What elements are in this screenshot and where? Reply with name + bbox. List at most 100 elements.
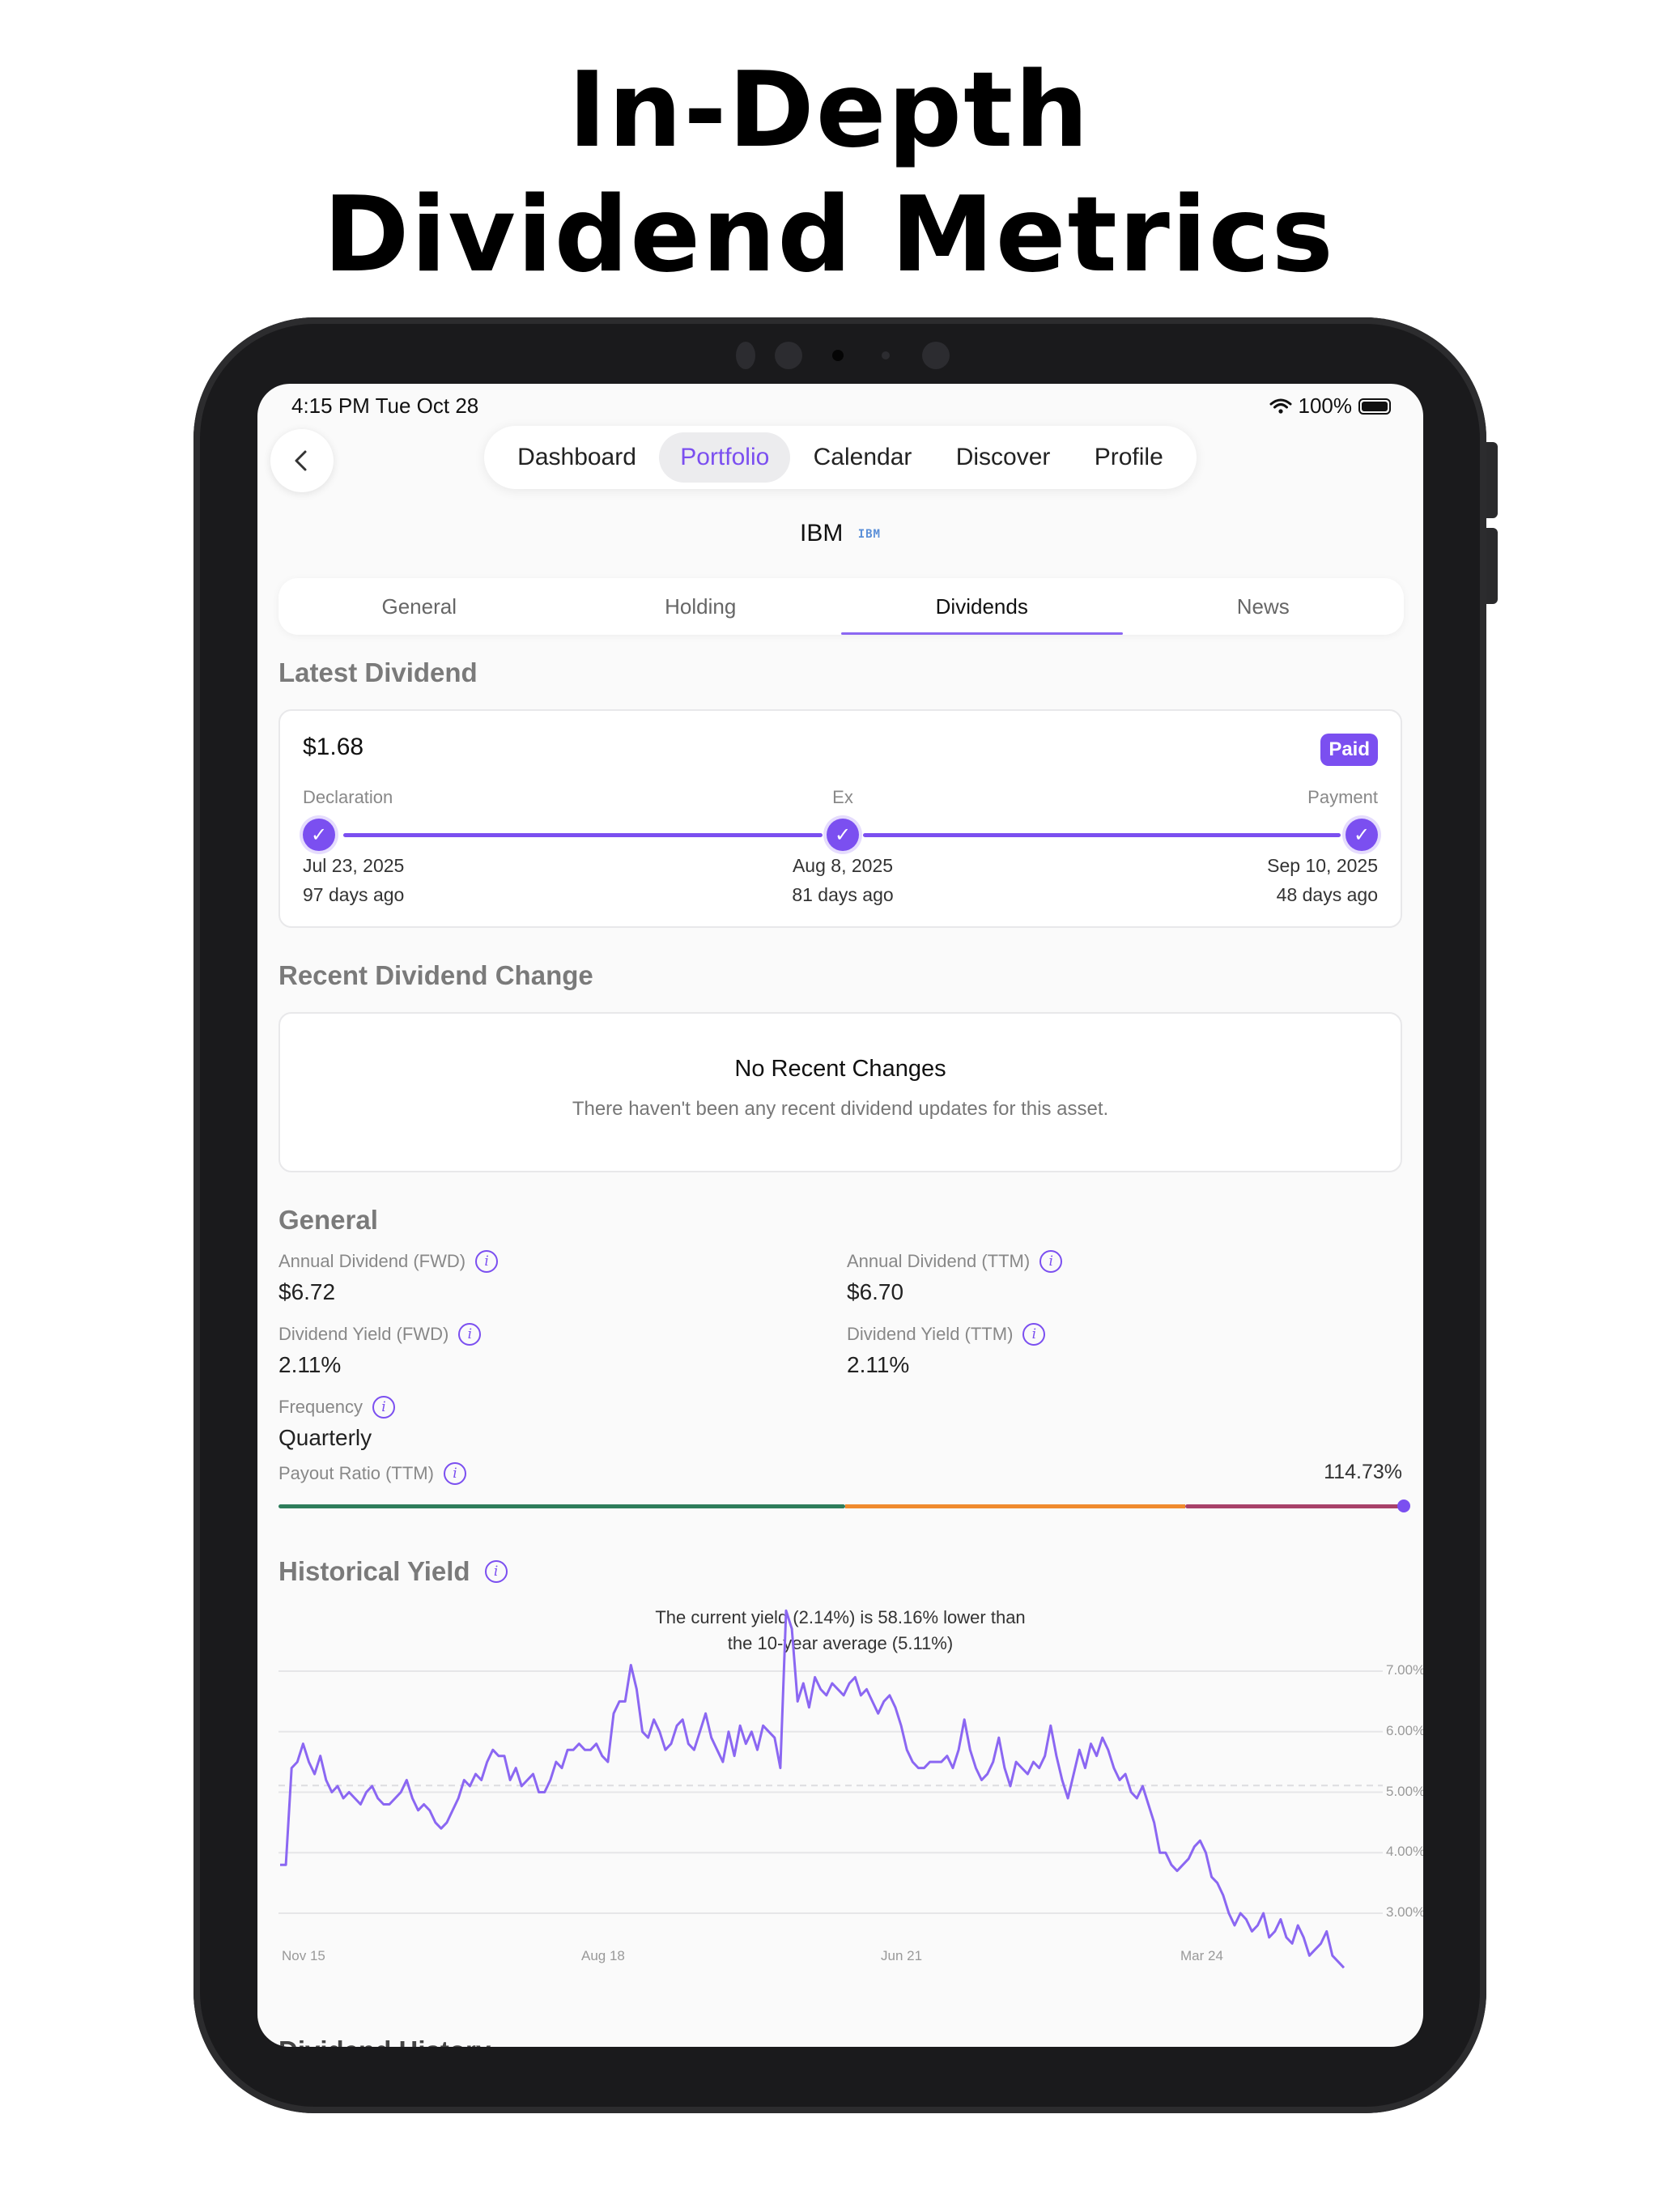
frequency-label-text: Frequency <box>278 1397 363 1417</box>
volume-up-button <box>1486 442 1498 518</box>
x-tick-label: Mar 24 <box>1180 1948 1223 1963</box>
recent-change-card: No Recent Changes There haven't been any… <box>278 1012 1402 1172</box>
ex-check-icon: ✓ <box>827 819 859 851</box>
yield-series-line <box>280 1609 1346 1969</box>
volume-down-button <box>1486 528 1498 604</box>
y-tick-label: 4.00% <box>1386 1844 1423 1860</box>
payment-check-icon: ✓ <box>1346 819 1378 851</box>
payment-label: Payment <box>1307 787 1378 807</box>
yield-ttm-label-text: Dividend Yield (TTM) <box>847 1324 1014 1344</box>
yield-ttm-label: Dividend Yield (TTM) i <box>847 1323 1046 1346</box>
payout-ratio-marker <box>1397 1499 1410 1512</box>
info-icon[interactable]: i <box>1022 1323 1046 1346</box>
promo-headline: In-Depth Dividend Metrics <box>0 49 1658 298</box>
ex-date: Aug 8, 2025 <box>792 855 894 876</box>
info-icon[interactable]: i <box>1039 1250 1063 1273</box>
camera-lens <box>832 350 844 361</box>
info-icon[interactable]: i <box>458 1323 482 1346</box>
declaration-label: Declaration <box>303 787 393 807</box>
ibm-logo: IBM <box>857 528 881 542</box>
yield-ttm-value: 2.11% <box>847 1352 910 1377</box>
camera-sensor <box>775 342 802 369</box>
annual-fwd-label: Annual Dividend (FWD) i <box>278 1250 499 1273</box>
yield-fwd-value: 2.11% <box>278 1352 342 1377</box>
payout-value: 114.73% <box>1324 1461 1402 1483</box>
annual-fwd-value: $6.72 <box>278 1279 336 1304</box>
battery-percent: 100% <box>1298 393 1353 418</box>
general-title: General <box>278 1205 378 1235</box>
battery-icon <box>1358 398 1391 415</box>
historical-yield-title: Historical Yield <box>278 1556 470 1586</box>
dividend-amount: $1.68 <box>303 734 364 760</box>
dividend-history-title: Dividend History <box>278 2035 491 2047</box>
asset-ticker: IBM <box>800 520 844 547</box>
payment-ago: 48 days ago <box>1276 884 1378 905</box>
camera-sensor <box>922 342 950 369</box>
tab-news[interactable]: News <box>1236 594 1290 619</box>
historical-yield-header: Historical Yield i <box>278 1556 508 1587</box>
info-icon[interactable]: i <box>372 1396 395 1419</box>
payout-bar-high <box>1185 1504 1404 1508</box>
payout-label-text: Payout Ratio (TTM) <box>278 1463 434 1483</box>
frequency-label: Frequency i <box>278 1396 395 1419</box>
info-icon[interactable]: i <box>484 1560 508 1583</box>
yield-caption-line2: the 10-year average (5.11%) <box>727 1633 954 1653</box>
annual-ttm-label-text: Annual Dividend (TTM) <box>847 1251 1031 1271</box>
y-tick-label: 5.00% <box>1386 1783 1423 1799</box>
annual-fwd-label-text: Annual Dividend (FWD) <box>278 1251 466 1271</box>
nav-discover[interactable]: Discover <box>955 444 1051 470</box>
historical-yield-chart <box>278 1609 1383 1969</box>
yield-fwd-label-text: Dividend Yield (FWD) <box>278 1324 449 1344</box>
latest-dividend-card: $1.68 Paid Declaration Ex Payment ✓ ✓ ✓ … <box>278 709 1402 928</box>
declaration-ago: 97 days ago <box>303 884 405 905</box>
y-tick-label: 6.00% <box>1386 1722 1423 1738</box>
camera-sensor <box>736 342 755 369</box>
annual-ttm-label: Annual Dividend (TTM) i <box>847 1250 1063 1273</box>
tab-general[interactable]: General <box>381 594 457 619</box>
declaration-date: Jul 23, 2025 <box>303 855 405 876</box>
timeline-segment <box>343 833 823 837</box>
info-icon[interactable]: i <box>475 1250 499 1273</box>
promo-headline-line2: Dividend Metrics <box>323 175 1335 296</box>
y-tick-label: 7.00% <box>1386 1662 1423 1678</box>
payout-bar-safe <box>278 1504 845 1508</box>
status-bar: 4:15 PM Tue Oct 28 100% <box>291 393 1391 426</box>
no-changes-text: There haven't been any recent dividend u… <box>572 1098 1109 1120</box>
info-icon[interactable]: i <box>443 1462 466 1485</box>
frequency-value: Quarterly <box>278 1425 372 1450</box>
ex-label: Ex <box>832 787 853 807</box>
back-button[interactable] <box>270 429 334 492</box>
chevron-left-icon <box>295 450 307 471</box>
yield-caption-line1: The current yield (2.14%) is 58.16% lowe… <box>655 1607 1026 1627</box>
promo-headline-line1: In-Depth <box>568 50 1090 171</box>
payout-bar-moderate <box>845 1504 1185 1508</box>
nav-profile[interactable]: Profile <box>1094 444 1163 470</box>
x-tick-label: Nov 15 <box>282 1948 325 1963</box>
tab-dividends[interactable]: Dividends <box>841 578 1123 635</box>
recent-change-title: Recent Dividend Change <box>278 960 593 990</box>
asset-header: IBM IBM <box>257 520 1423 547</box>
payment-date: Sep 10, 2025 <box>1267 855 1378 876</box>
x-tick-label: Aug 18 <box>581 1948 625 1963</box>
nav-portfolio[interactable]: Portfolio <box>659 432 791 483</box>
timeline-segment <box>863 833 1341 837</box>
ex-ago: 81 days ago <box>792 884 894 905</box>
wifi-icon <box>1269 398 1291 414</box>
asset-tabs: General Holding Dividends News <box>278 578 1404 635</box>
camera-sensor <box>882 351 890 359</box>
annual-ttm-value: $6.70 <box>847 1279 904 1304</box>
paid-badge: Paid <box>1320 734 1378 766</box>
payout-label: Payout Ratio (TTM) i <box>278 1462 466 1485</box>
nav-dashboard[interactable]: Dashboard <box>517 444 636 470</box>
x-tick-label: Jun 21 <box>881 1948 923 1963</box>
no-changes-heading: No Recent Changes <box>734 1056 946 1082</box>
declaration-check-icon: ✓ <box>303 819 335 851</box>
nav-calendar[interactable]: Calendar <box>813 444 912 470</box>
top-navigation: Dashboard Portfolio Calendar Discover Pr… <box>484 426 1197 489</box>
yield-fwd-label: Dividend Yield (FWD) i <box>278 1323 482 1346</box>
latest-dividend-title: Latest Dividend <box>278 657 478 687</box>
tab-holding[interactable]: Holding <box>665 594 737 619</box>
status-time: 4:15 PM Tue Oct 28 <box>291 393 479 418</box>
app-screen: 4:15 PM Tue Oct 28 100% Dashboard Portfo… <box>257 384 1423 2047</box>
y-tick-label: 3.00% <box>1386 1904 1423 1920</box>
